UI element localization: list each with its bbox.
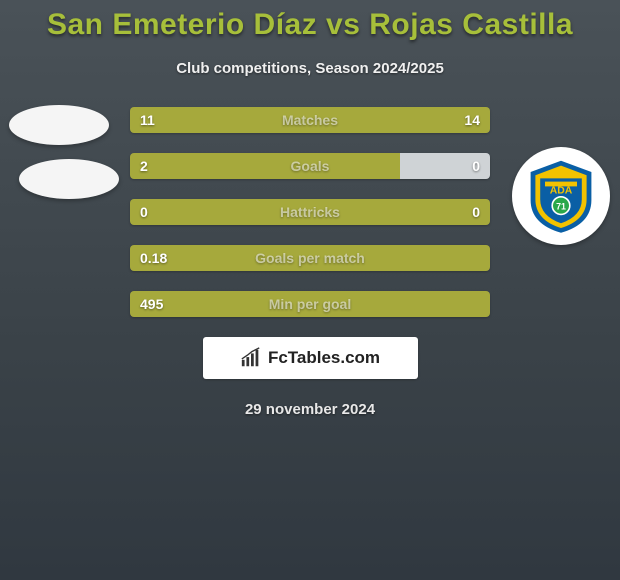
svg-text:ADA: ADA (550, 186, 573, 197)
brand-text: FcTables.com (268, 348, 380, 368)
bar-row: 495 Min per goal (130, 291, 490, 317)
brand-box[interactable]: FcTables.com (203, 337, 418, 379)
bar-row: 2 Goals 0 (130, 153, 490, 179)
bar-texts: 2 Goals 0 (130, 153, 490, 179)
bar-row: 0 Hattricks 0 (130, 199, 490, 225)
subtitle: Club competitions, Season 2024/2025 (0, 60, 620, 77)
bar-value-right: 14 (464, 112, 480, 128)
page-title: San Emeterio Díaz vs Rojas Castilla (0, 8, 620, 42)
bar-value-left: 2 (140, 158, 148, 174)
svg-text:71: 71 (556, 202, 566, 212)
comparison-card: San Emeterio Díaz vs Rojas Castilla Club… (0, 0, 620, 580)
bar-value-right: 0 (472, 158, 480, 174)
bar-label: Matches (282, 112, 338, 128)
bar-row: 0.18 Goals per match (130, 245, 490, 271)
footer-date: 29 november 2024 (0, 401, 620, 418)
bar-value-left: 0.18 (140, 250, 167, 266)
bar-value-left: 495 (140, 296, 163, 312)
bar-texts: 0 Hattricks 0 (130, 199, 490, 225)
bar-label: Min per goal (269, 296, 351, 312)
bar-value-right: 0 (472, 204, 480, 220)
bar-value-left: 0 (140, 204, 148, 220)
bars-region: ADA 71 11 Matches 14 2 Goals 0 0 Hattricks 0 0.18… (0, 107, 620, 317)
bar-value-left: 11 (140, 112, 155, 128)
bar-texts: 0.18 Goals per match (130, 245, 490, 271)
bar-label: Goals (291, 158, 330, 174)
bar-row: 11 Matches 14 (130, 107, 490, 133)
club-badge-right: ADA 71 (512, 147, 610, 245)
avatar-placeholder-left-1 (9, 105, 109, 145)
club-crest-icon: ADA 71 (521, 156, 601, 236)
avatar-placeholder-left-2 (19, 159, 119, 199)
bars-ascending-icon (240, 347, 262, 369)
bar-label: Goals per match (255, 250, 365, 266)
bar-label: Hattricks (280, 204, 340, 220)
bars-container: 11 Matches 14 2 Goals 0 0 Hattricks 0 0.18 Goals p… (130, 107, 490, 317)
bar-texts: 495 Min per goal (130, 291, 490, 317)
bar-texts: 11 Matches 14 (130, 107, 490, 133)
